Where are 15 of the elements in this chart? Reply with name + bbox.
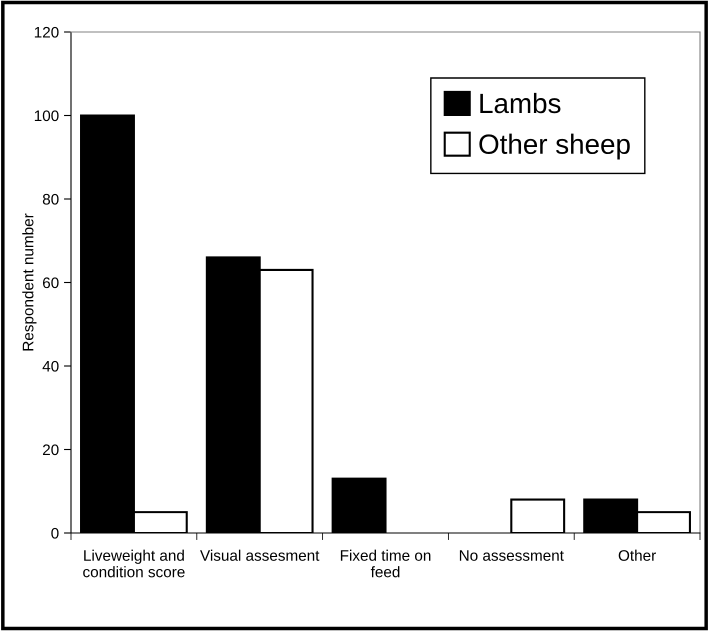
y-tick-label: 40 bbox=[42, 360, 59, 372]
x-tick-label: No assessment bbox=[460, 550, 564, 561]
y-axis-title: Respondent number bbox=[22, 214, 36, 350]
legend-label: Lambs bbox=[480, 92, 560, 114]
legend-label: Other sheep bbox=[479, 134, 630, 160]
y-tick-label: 120 bbox=[34, 26, 59, 38]
y-tick-label: 20 bbox=[42, 444, 59, 456]
x-tick-label: Visual assesment bbox=[200, 550, 320, 561]
y-tick-label: 60 bbox=[42, 277, 59, 288]
x-tick-label: Other bbox=[618, 550, 656, 561]
x-tick-label: Fixed time on feed bbox=[340, 550, 430, 578]
x-tick-label: Liveweight and condition score bbox=[83, 550, 185, 578]
y-tick-label: 0 bbox=[51, 528, 59, 539]
y-tick-label: 100 bbox=[34, 110, 59, 122]
y-tick-label: 80 bbox=[42, 194, 59, 205]
